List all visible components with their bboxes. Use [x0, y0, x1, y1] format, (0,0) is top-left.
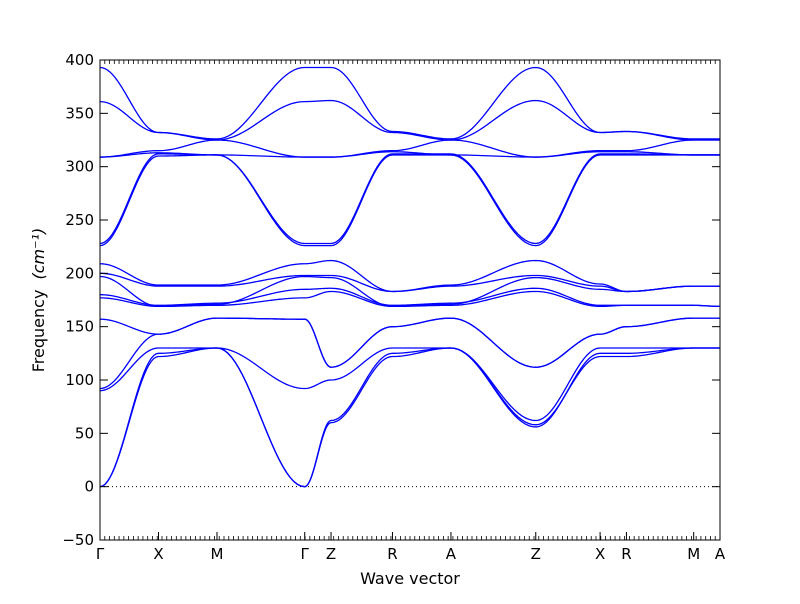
y-axis-label: Frequency (cm⁻¹) — [29, 228, 48, 372]
y-tick-label: 300 — [65, 158, 94, 176]
y-tick-label: 200 — [65, 264, 94, 282]
y-axis-label-text: Frequency — [29, 290, 48, 373]
band-line-2 — [100, 347, 720, 488]
y-tick-label: 50 — [75, 424, 94, 442]
band-line-16 — [100, 66, 720, 140]
band-line-13 — [100, 151, 720, 158]
y-tick-label: 250 — [65, 211, 94, 229]
band-line-12 — [100, 153, 720, 245]
y-tick-label: 150 — [65, 318, 94, 336]
x-tick-label: X — [595, 545, 605, 563]
x-tick-label: R — [387, 545, 397, 563]
band-line-5 — [100, 317, 720, 368]
x-tick-label: M — [211, 545, 224, 563]
y-tick-label: 400 — [65, 51, 94, 69]
x-axis-label: Wave vector — [360, 569, 460, 588]
y-tick-label: 350 — [65, 104, 94, 122]
y-tick-label: −50 — [62, 531, 94, 549]
x-tick-label: Γ — [96, 545, 105, 563]
band-line-3 — [100, 347, 720, 422]
x-tick-label: Z — [326, 545, 336, 563]
x-tick-label: X — [153, 545, 163, 563]
band-line-10 — [100, 259, 720, 293]
x-tick-label: R — [621, 545, 631, 563]
x-tick-label: M — [687, 545, 700, 563]
band-line-11 — [100, 154, 720, 247]
x-tick-label: A — [446, 545, 457, 563]
band-line-7 — [100, 287, 720, 308]
y-tick-label: 100 — [65, 371, 94, 389]
band-line-1 — [100, 347, 720, 488]
x-tick-label: A — [715, 545, 726, 563]
band-line-15 — [100, 99, 720, 141]
y-axis-unit: (cm⁻¹) — [29, 228, 48, 280]
x-tick-label: Z — [531, 545, 541, 563]
band-line-9 — [100, 272, 720, 293]
band-line-14 — [100, 139, 720, 158]
x-tick-label: Γ — [301, 545, 310, 563]
y-tick-label: 0 — [84, 478, 94, 496]
